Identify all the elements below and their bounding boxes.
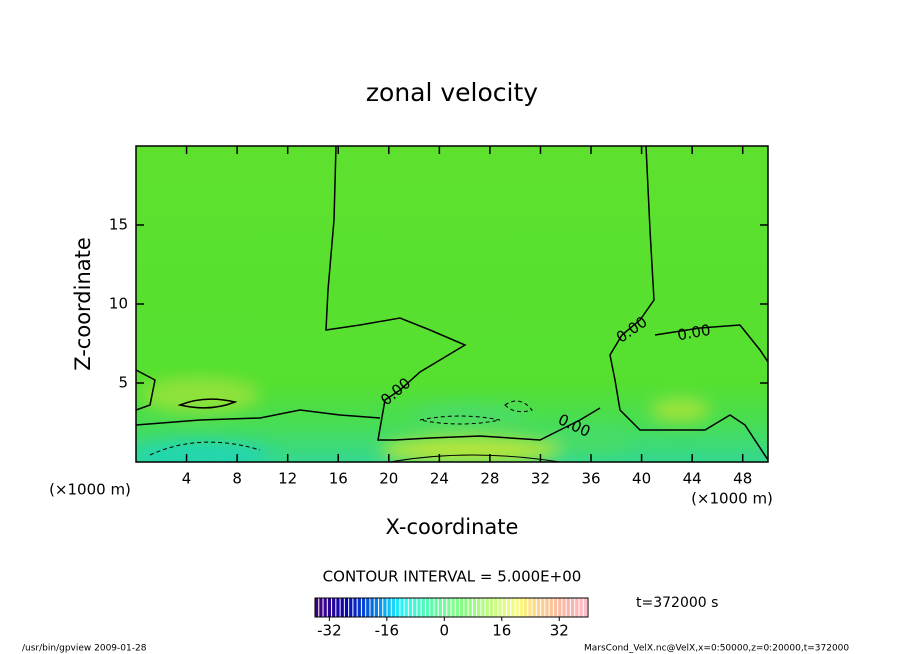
colorbar-stripe [489, 598, 494, 617]
x-tick-label: 24 [430, 470, 449, 488]
colorbar-stripe [370, 598, 374, 617]
colorbar-frame [314, 597, 589, 618]
colorbar-stripe [400, 598, 404, 617]
colorbar-stripe [477, 598, 481, 617]
colorbar-stripe [425, 598, 430, 617]
x-unit: (×1000 m) [49, 481, 131, 499]
colorbar-stripe [391, 598, 396, 617]
footer-right: MarsCond_VelX.nc@VelX,x=0:50000,z=0:2000… [584, 644, 849, 654]
colorbar-stripe [536, 598, 541, 617]
colorbar-stripe [349, 598, 353, 617]
colorbar-stripe [451, 598, 455, 617]
colorbar-stripe [378, 598, 383, 617]
colorbar-stripe [353, 598, 357, 617]
colorbar-stripe [502, 598, 506, 617]
x-tick-label: 8 [232, 470, 242, 488]
colorbar-stripe [566, 598, 570, 617]
colorbar-stripe [421, 598, 425, 617]
contour-interval: CONTOUR INTERVAL = 5.000E+00 [323, 568, 582, 586]
colorbar-stripe [579, 598, 583, 617]
colorbar-stripe [468, 598, 472, 617]
colorbar-tick-label: 32 [550, 622, 569, 640]
field [136, 146, 768, 462]
colorbar-stripe [344, 598, 349, 617]
colorbar-stripe [464, 598, 468, 617]
footer-left: /usr/bin/gpview 2009-01-28 [22, 644, 147, 654]
y-axis-label: Z-coordinate [71, 237, 95, 371]
time-label: t=372000 s [636, 595, 718, 611]
colorbar-stripe [528, 598, 532, 617]
colorbar-tick-label: -32 [317, 622, 342, 640]
colorbar-stripe [562, 598, 566, 617]
colorbar-stripe [506, 598, 511, 617]
colorbar-stripe [383, 598, 387, 617]
colorbar-stripe [396, 598, 400, 617]
x-tick-label: 40 [632, 470, 651, 488]
colorbar-tick-label: -16 [375, 622, 400, 640]
colorbar-stripe [413, 598, 417, 617]
colorbar-stripe [541, 598, 545, 617]
colorbar-stripe [515, 598, 519, 617]
colorbar-stripe [387, 598, 391, 617]
colorbar-stripe [357, 598, 361, 617]
colorbar [315, 598, 587, 617]
colorbar-stripe [336, 598, 340, 617]
y-tick-label: 10 [109, 295, 128, 313]
colorbar-stripe [408, 598, 413, 617]
colorbar-stripe [361, 598, 366, 617]
x-axis-label: X-coordinate [386, 515, 519, 539]
x-unit: (×1000 m) [691, 490, 773, 508]
colorbar-stripe [511, 598, 515, 617]
colorbar-stripe [332, 598, 336, 617]
colorbar-stripe [498, 598, 502, 617]
colorbar-stripe [327, 598, 332, 617]
colorbar-stripe [558, 598, 562, 617]
colorbar-stripe [494, 598, 498, 617]
colorbar-stripe [340, 598, 344, 617]
colorbar-stripe [315, 598, 319, 617]
colorbar-stripe [366, 598, 370, 617]
colorbar-stripe [481, 598, 485, 617]
x-tick-label: 44 [683, 470, 702, 488]
y-tick-label: 5 [118, 374, 128, 392]
contour-label: 0.00 [676, 321, 712, 345]
colorbar-stripe [583, 598, 587, 617]
colorbar-stripe [549, 598, 553, 617]
colorbar-stripe [417, 598, 421, 617]
colorbar-stripe [545, 598, 549, 617]
y-tick-label: 15 [109, 216, 128, 234]
colorbar-stripe [524, 598, 528, 617]
colorbar-stripe [519, 598, 524, 617]
colorbar-stripe [323, 598, 327, 617]
x-tick-label: 32 [531, 470, 550, 488]
colorbar-stripe [532, 598, 536, 617]
colorbar-stripe [442, 598, 447, 617]
x-tick-label: 28 [480, 470, 499, 488]
colorbar-stripe [430, 598, 434, 617]
x-tick-label: 12 [278, 470, 297, 488]
colorbar-stripe [575, 598, 579, 617]
colorbar-stripe [485, 598, 489, 617]
colorbar-stripe [472, 598, 477, 617]
x-tick-label: 16 [329, 470, 348, 488]
x-tick-label: 4 [182, 470, 192, 488]
colorbar-stripe [404, 598, 408, 617]
colorbar-stripe [553, 598, 558, 617]
chart-title: zonal velocity [366, 78, 538, 107]
x-tick-label: 36 [581, 470, 600, 488]
x-tick-label: 20 [379, 470, 398, 488]
colorbar-stripe [447, 598, 451, 617]
colorbar-stripe [460, 598, 464, 617]
colorbar-stripe [319, 598, 323, 617]
colorbar-stripe [434, 598, 438, 617]
colorbar-tick-label: 0 [440, 622, 450, 640]
colorbar-stripe [438, 598, 442, 617]
contour-lines [136, 146, 768, 462]
colorbar-stripe [455, 598, 460, 617]
colorbar-tick-label: 16 [492, 622, 511, 640]
colorbar-stripe [570, 598, 575, 617]
x-tick-label: 48 [733, 470, 752, 488]
colorbar-stripe [374, 598, 378, 617]
